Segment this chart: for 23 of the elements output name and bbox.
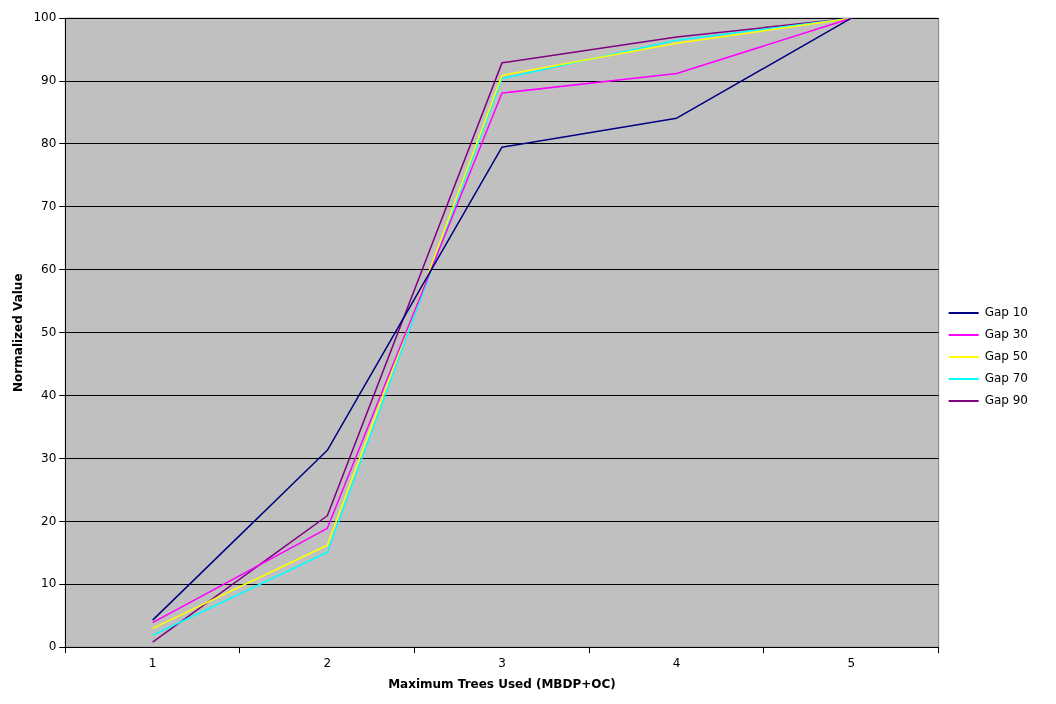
y-tick-label: 50: [41, 324, 57, 339]
legend-label: Gap 10: [984, 305, 1029, 320]
x-tick-label: 5: [847, 655, 856, 670]
y-tick-label: 70: [41, 199, 57, 214]
legend-label: Gap 30: [984, 327, 1029, 342]
x-tick-label: 2: [323, 655, 332, 670]
legend-label: Gap 50: [984, 349, 1029, 364]
y-tick-label: 90: [41, 73, 57, 88]
legend-label: Gap 90: [984, 393, 1029, 408]
y-tick-label: 30: [41, 450, 57, 465]
y-tick-label: 20: [41, 513, 57, 528]
legend-label: Gap 70: [984, 371, 1029, 386]
x-axis-title: Maximum Trees Used (MBDP+OC): [388, 676, 616, 691]
y-tick-label: 100: [33, 10, 57, 25]
y-tick-label: 0: [48, 639, 57, 654]
y-axis-title: Normalized Value: [11, 273, 26, 392]
x-tick-label: 1: [148, 655, 157, 670]
y-tick-label: 60: [41, 261, 57, 276]
y-tick-label: 10: [41, 576, 57, 591]
x-tick-label: 4: [672, 655, 681, 670]
y-tick-label: 80: [41, 136, 57, 151]
x-tick-label: 3: [498, 655, 506, 670]
y-tick-label: 40: [41, 387, 57, 402]
